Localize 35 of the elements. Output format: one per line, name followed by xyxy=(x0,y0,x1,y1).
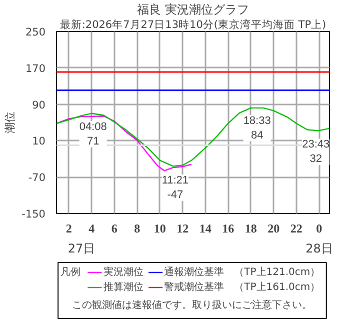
text: 28日 xyxy=(306,242,333,256)
y-tick-label: 170 xyxy=(25,62,46,75)
line-series xyxy=(56,107,330,167)
x-tick-label: 4 xyxy=(88,222,95,236)
y-tick-label: 250 xyxy=(25,26,46,38)
y-tick-label: 90 xyxy=(32,99,46,112)
x-tick-label: 12 xyxy=(176,222,189,236)
x-tick-label: 6 xyxy=(111,222,118,236)
legend-label: 推算潮位 xyxy=(103,281,144,293)
x-tick-label: 16 xyxy=(222,222,234,236)
line-series xyxy=(56,116,192,172)
legend-label: 警戒潮位基準 （TP上161.0cm） xyxy=(164,281,320,293)
x-tick-label: 8 xyxy=(134,222,140,236)
text: 27日 xyxy=(68,242,96,256)
y-tick-label: 10 xyxy=(32,136,46,148)
y-tick-label: -70 xyxy=(28,172,46,184)
annotation: 23:43 32 xyxy=(302,138,330,166)
legend-label: 通報潮位基準 （TP上121.0cm） xyxy=(164,266,320,278)
y-tick-label: -150 xyxy=(22,208,46,220)
x-tick-label: 0 xyxy=(316,222,322,236)
text: この観測値は速報値です。取り扱いにご注意下さい。 xyxy=(72,299,312,311)
x-tick-label: 10 xyxy=(154,222,166,236)
chart-subtitle: 最新:2026年7月27日13時10分(東京湾平均海面 TP上) xyxy=(60,18,326,31)
annotation: 18:33 84 xyxy=(243,115,271,142)
x-tick-label: 14 xyxy=(199,222,212,236)
x-tick-label: 20 xyxy=(268,222,280,236)
x-tick-label: 2 xyxy=(66,222,72,236)
x-tick-label: 18 xyxy=(244,222,257,236)
annotation: 11:21 -47 xyxy=(162,174,189,202)
legend-label: 実況潮位 xyxy=(103,266,144,278)
y-axis-title: 潮位 xyxy=(4,112,17,134)
legend-title: 凡例 xyxy=(60,267,80,278)
x-tick-label: 22 xyxy=(290,222,302,236)
chart-title: 福良 実況潮位グラフ xyxy=(137,2,249,16)
annotation: 04:08 71 xyxy=(79,120,107,148)
